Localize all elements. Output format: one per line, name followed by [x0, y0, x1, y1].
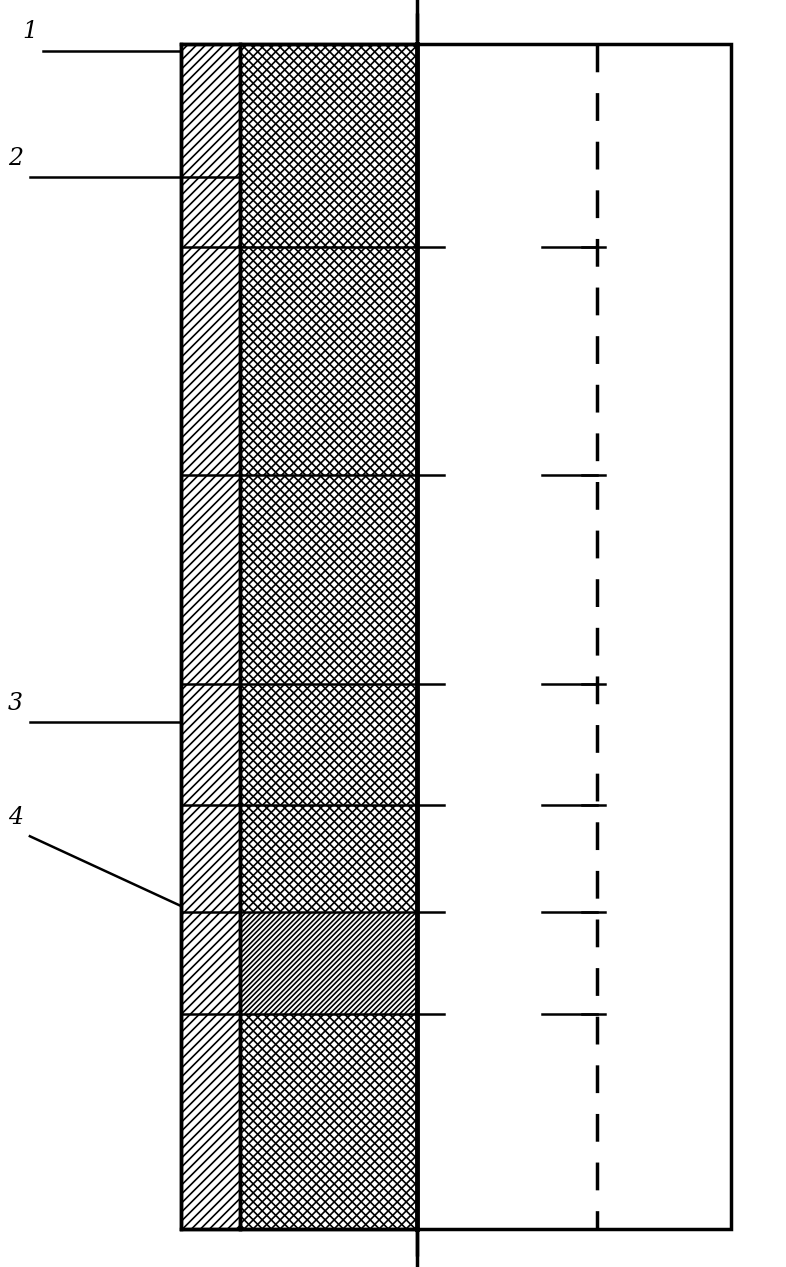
Bar [181, 44, 731, 1229]
Bar [181, 44, 731, 1229]
Text: 1: 1 [22, 20, 37, 43]
Text: 4: 4 [8, 806, 23, 829]
Text: 2: 2 [8, 147, 23, 170]
Text: 3: 3 [8, 692, 23, 715]
